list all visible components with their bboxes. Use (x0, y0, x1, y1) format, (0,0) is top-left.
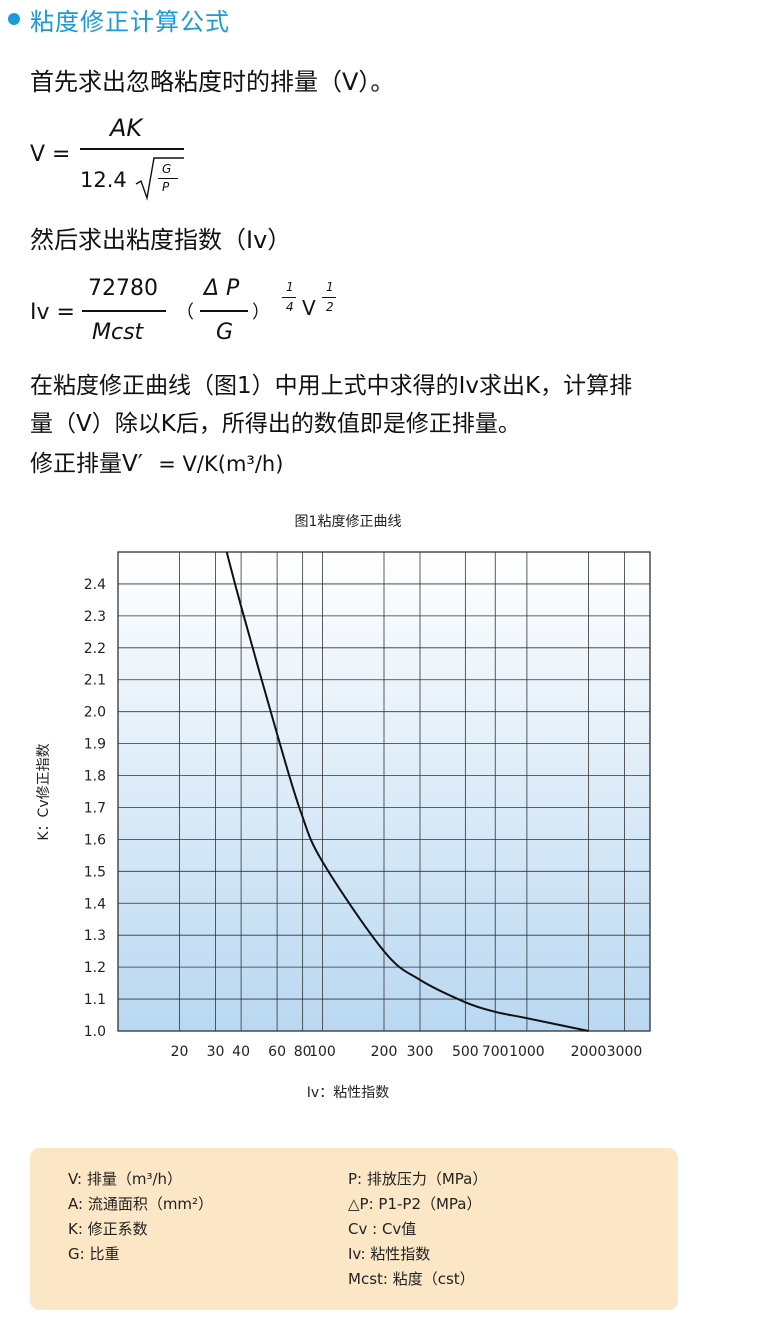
y-tick-label: 2.3 (84, 609, 106, 625)
x-tick-label: 20 (171, 1044, 189, 1060)
y-tick-label: 1.9 (84, 737, 106, 753)
y-tick-label: 1.1 (84, 992, 106, 1008)
step2-text: 然后求出粘度指数（Iv） (30, 226, 292, 254)
formula-v-root-bar (158, 178, 178, 179)
formula-iv-exp2-denominator: 2 (326, 300, 334, 314)
corrected-expression: = V/K(m³/h) (158, 452, 284, 476)
formula-iv-paren-close: ） (252, 302, 270, 323)
formula-v-coef: 12.4 (80, 168, 127, 192)
x-tick-label: 3000 (607, 1044, 643, 1060)
y-tick-label: 1.8 (84, 769, 106, 785)
formula-v-numerator: AK (110, 114, 143, 142)
formula-iv-numerator: 72780 (88, 276, 158, 301)
x-tick-label: 80 (294, 1044, 312, 1060)
y-tick-label: 2.2 (84, 641, 106, 657)
note-right-1: P: 排放压力（MPa） (348, 1170, 488, 1188)
x-tick-label: 40 (232, 1044, 250, 1060)
y-tick-label: 2.0 (84, 705, 106, 721)
note-left-2: A: 流通面积（mm²） (68, 1195, 214, 1213)
formula-v-fraction-bar (80, 148, 184, 150)
intro-text: 首先求出忽略粘度时的排量（V）。 (30, 68, 395, 96)
formula-v-root-denominator: P (162, 180, 170, 194)
corrected-formula: 修正排量V′ = V/K(m³/h) (30, 444, 283, 478)
formula-iv-denominator: Mcst (92, 320, 144, 345)
note-right-4: Iv: 粘性指数 (348, 1245, 431, 1263)
note-left-3: K: 修正系数 (68, 1220, 148, 1238)
y-tick-label: 1.2 (84, 960, 106, 976)
correction-curve (225, 551, 589, 1032)
x-tick-label: 300 (407, 1044, 434, 1060)
y-tick-label: 2.1 (84, 673, 106, 689)
formula-iv-exp1-numerator: 1 (286, 280, 294, 294)
y-tick-label: 1.7 (84, 800, 106, 816)
x-axis-label: Iv：粘性指数 (307, 1085, 389, 1101)
y-tick-label: 1.3 (84, 928, 106, 944)
corrected-prefix: 修正排量V′ (30, 451, 151, 477)
explain-line-2: 量（V）除以K后，所得出的数值即是修正排量。 (30, 411, 521, 437)
note-left-1: V: 排量（m³/h） (68, 1170, 183, 1188)
bullet-dot-icon (8, 13, 20, 25)
y-tick-label: 1.4 (84, 896, 106, 912)
section-heading: 粘度修正计算公式 (8, 2, 230, 36)
formula-iv-fraction-bar (82, 310, 166, 312)
formula-v-lhs: V = (30, 142, 71, 167)
x-tick-label: 1000 (509, 1044, 545, 1060)
y-tick-label: 1.6 (84, 832, 106, 848)
sqrt-sign-icon (135, 157, 184, 201)
formula-iv-paren-bar (200, 310, 248, 312)
y-tick-label: 1.0 (84, 1024, 106, 1040)
formula-v: V = AK 12.4 G P (0, 108, 300, 208)
note-right-2: △P: P1-P2（MPa） (348, 1195, 482, 1213)
x-tick-label: 200 (371, 1044, 398, 1060)
x-tick-label: 30 (207, 1044, 225, 1060)
legend-notes-box: V: 排量（m³/h） A: 流通面积（mm²） K: 修正系数 G: 比重 P… (30, 1148, 678, 1310)
formula-iv-exp1-bar (282, 297, 296, 298)
y-tick-label: 2.4 (84, 577, 106, 593)
x-tick-label: 2000 (571, 1044, 607, 1060)
x-tick-label: 500 (452, 1044, 479, 1060)
formula-iv-exp1-denominator: 4 (286, 300, 294, 314)
formula-iv-exp2-numerator: 1 (326, 280, 334, 294)
note-right-5: Mcst: 粘度（cst） (348, 1270, 475, 1288)
formula-iv-v: V (302, 296, 316, 320)
formula-v-root-numerator: G (162, 162, 172, 176)
formula-iv: Iv = 72780 Mcst （ Δ P G ） 1 4 V 1 2 (0, 270, 400, 360)
x-tick-label: 700 (482, 1044, 509, 1060)
note-left-4: G: 比重 (68, 1245, 120, 1263)
formula-iv-lhs: Iv = (30, 300, 75, 325)
viscosity-correction-chart: 图1粘度修正曲线 1.0 1.1 1.2 1.3 1.4 1.5 1.6 1.7 1.8 1.9 2… (36, 514, 651, 1101)
formula-iv-paren-denominator: G (216, 320, 234, 345)
x-tick-label: 60 (268, 1044, 286, 1060)
y-axis-label: K：Cv修正指数 (36, 743, 52, 840)
explain-line-1: 在粘度修正曲线（图1）中用上式中求得的Iv求出K，计算排 (30, 373, 633, 399)
formula-iv-paren-numerator: Δ P (204, 276, 240, 301)
formula-iv-exp2-bar (322, 297, 336, 298)
x-tick-label: 100 (309, 1044, 336, 1060)
section-heading-text: 粘度修正计算公式 (30, 7, 230, 36)
y-tick-label: 1.5 (84, 864, 106, 880)
formula-iv-paren-open: （ (176, 302, 194, 323)
note-right-3: Cv : Cv值 (348, 1220, 417, 1238)
chart-title: 图1粘度修正曲线 (295, 514, 402, 530)
